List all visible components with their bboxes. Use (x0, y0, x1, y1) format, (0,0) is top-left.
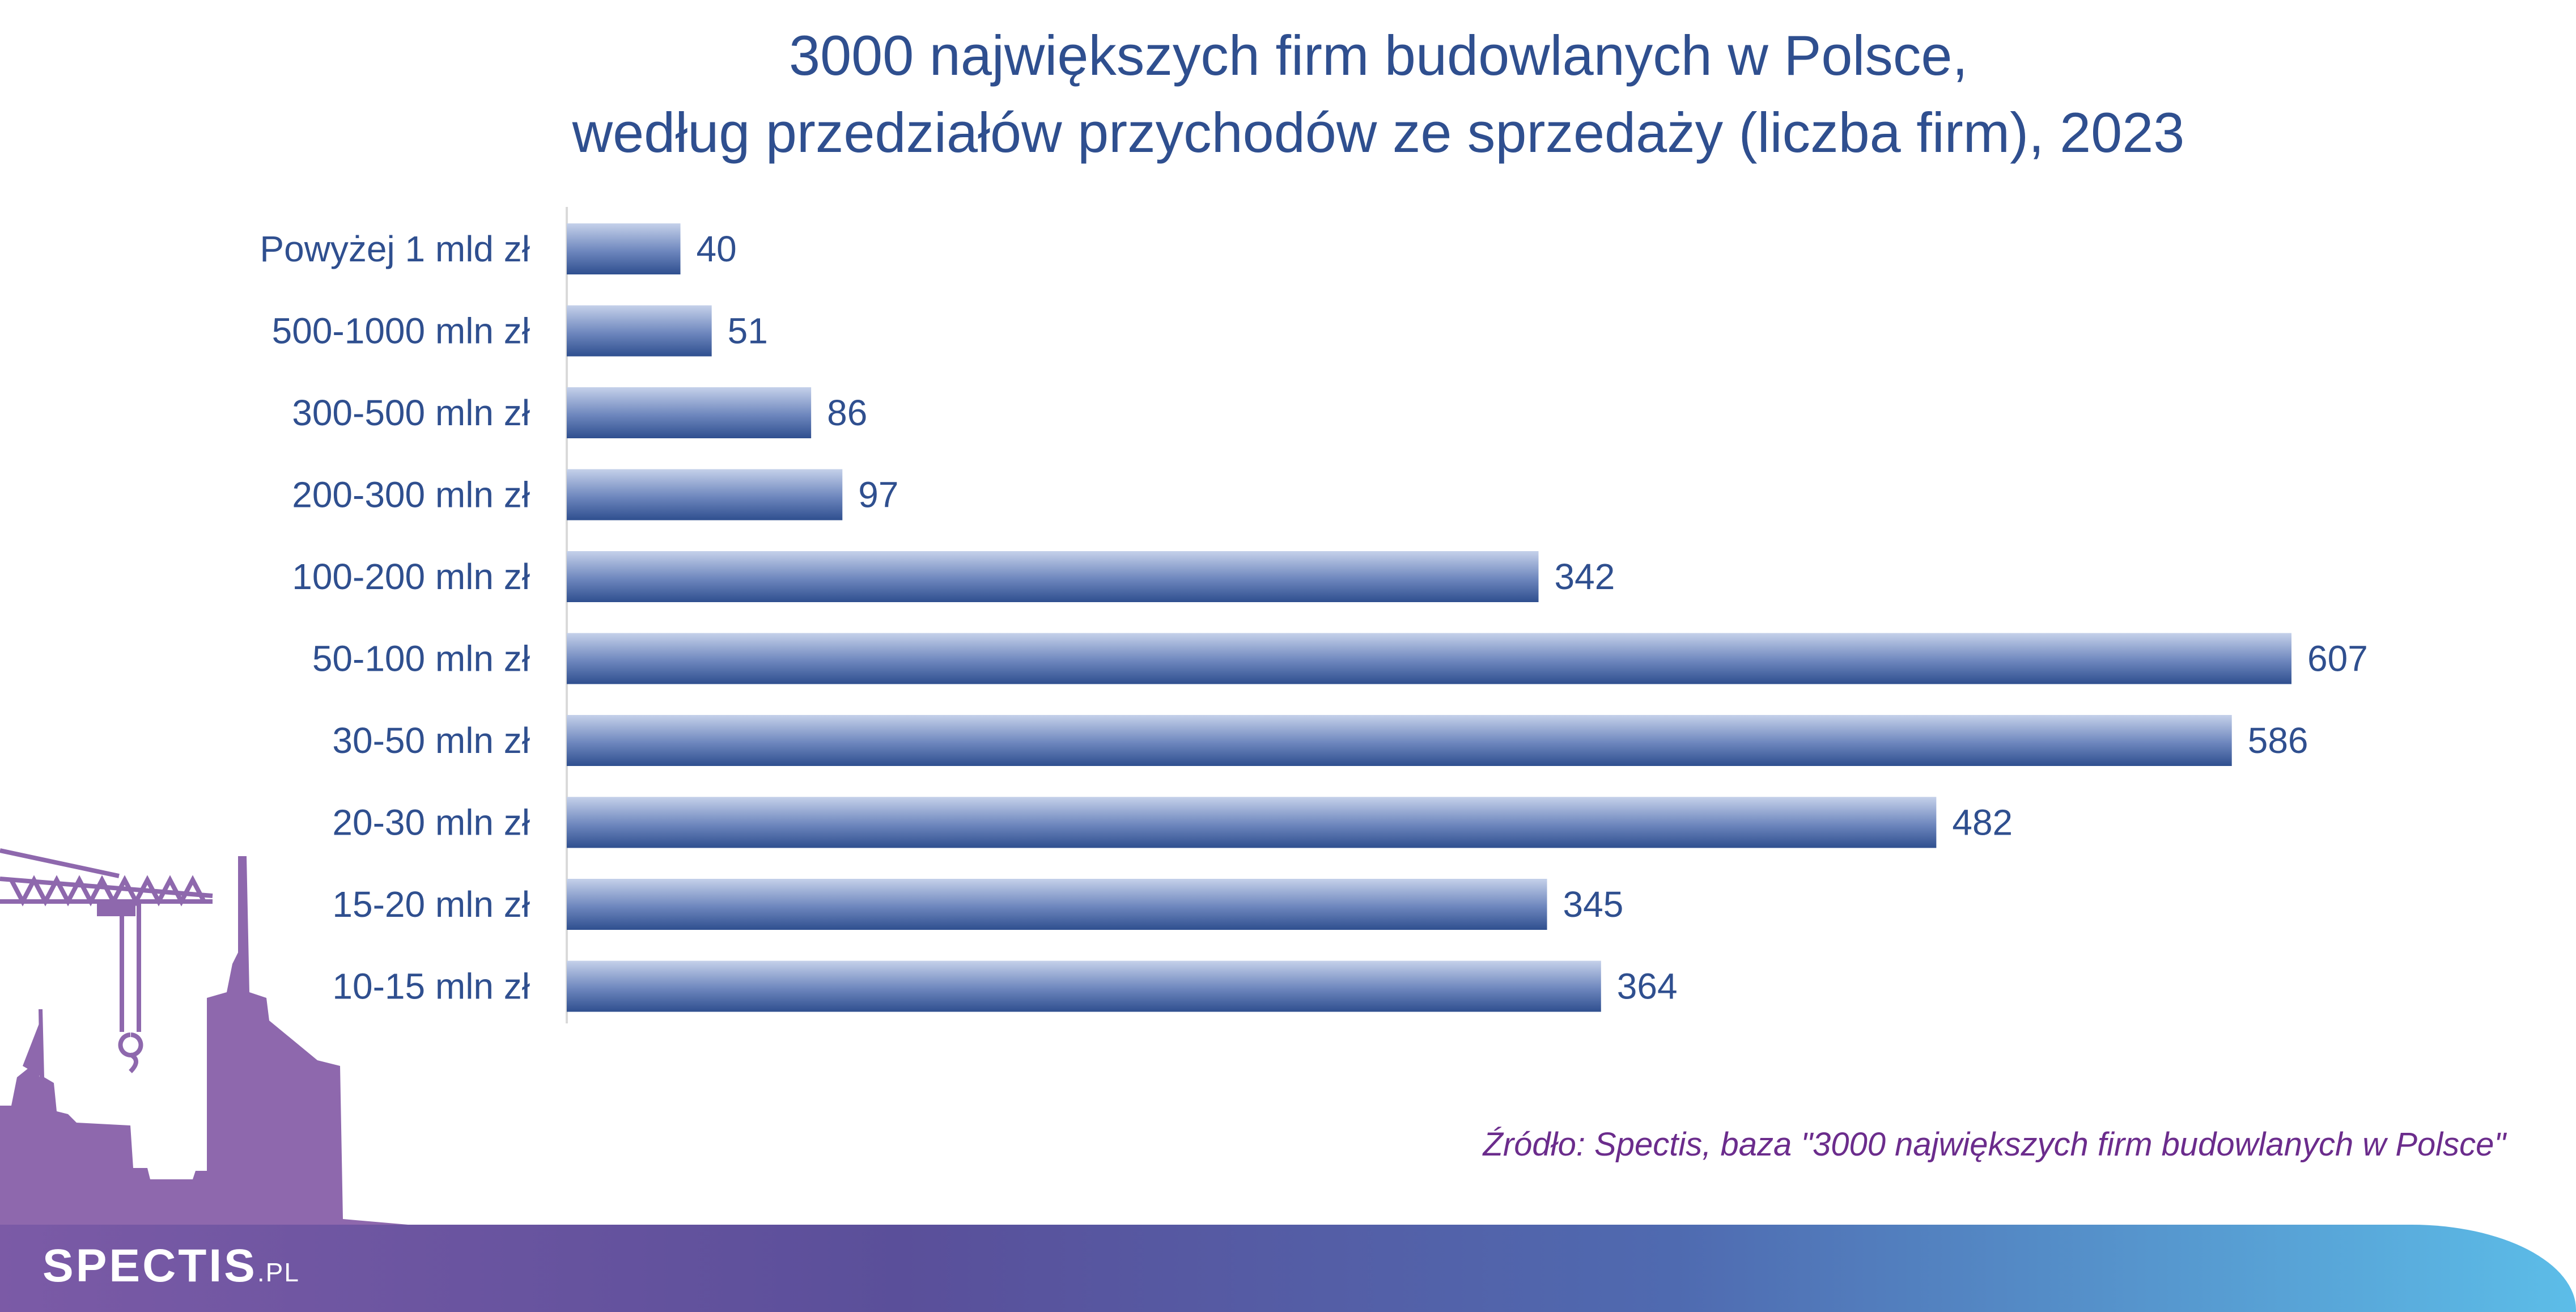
brand-logo: SPECTIS.PL (43, 1239, 300, 1293)
footer-band (0, 1225, 2576, 1312)
category-label: 20-30 mln zł (332, 802, 530, 843)
data-label: 97 (858, 475, 898, 515)
data-label: 482 (1952, 802, 2013, 843)
data-label: 342 (1555, 556, 1615, 597)
bar (567, 223, 681, 274)
chart-title-line-2: według przedziałów przychodów ze sprzeda… (572, 101, 2185, 164)
data-label: 51 (728, 311, 768, 352)
chart-title: 3000 największych firm budowlanych w Pol… (0, 17, 2576, 171)
category-label: 15-20 mln zł (332, 884, 530, 925)
chart-title-line-1: 3000 największych firm budowlanych w Pol… (789, 24, 1968, 87)
category-label: 300-500 mln zł (292, 392, 530, 433)
category-label: Powyżej 1 mld zł (260, 228, 530, 269)
bar (567, 633, 2291, 684)
category-label: 50-100 mln zł (312, 638, 530, 679)
bar (567, 469, 843, 520)
bar (567, 387, 812, 438)
bar (567, 305, 712, 357)
bar (567, 960, 1601, 1012)
bar (567, 879, 1547, 930)
data-label: 586 (2248, 720, 2308, 761)
bars (567, 223, 2291, 1012)
source-note: Źródło: Spectis, baza "3000 największych… (1483, 1126, 2506, 1163)
data-label: 607 (2307, 638, 2368, 679)
category-label: 100-200 mln zł (292, 556, 530, 597)
brand-name: SPECTIS (43, 1240, 257, 1292)
value-labels: 40 51 86 97 342 607 586 482 345 364 (697, 228, 2368, 1007)
category-label: 200-300 mln zł (292, 475, 530, 515)
data-label: 40 (697, 228, 737, 269)
category-label: 10-15 mln zł (332, 966, 530, 1007)
data-label: 345 (1563, 884, 1624, 925)
data-label: 364 (1617, 966, 1678, 1007)
category-label: 30-50 mln zł (332, 720, 530, 761)
data-label: 86 (827, 392, 867, 433)
bar (567, 715, 2232, 766)
construction-crane-icon (0, 848, 213, 1073)
category-label: 500-1000 mln zł (272, 311, 530, 352)
brand-suffix: .PL (257, 1258, 300, 1287)
city-skyline-illustration (0, 856, 408, 1225)
bar (567, 551, 1539, 602)
category-labels: Powyżej 1 mld zł 500-1000 mln zł 300-500 m… (260, 228, 530, 1007)
bar (567, 797, 1937, 848)
